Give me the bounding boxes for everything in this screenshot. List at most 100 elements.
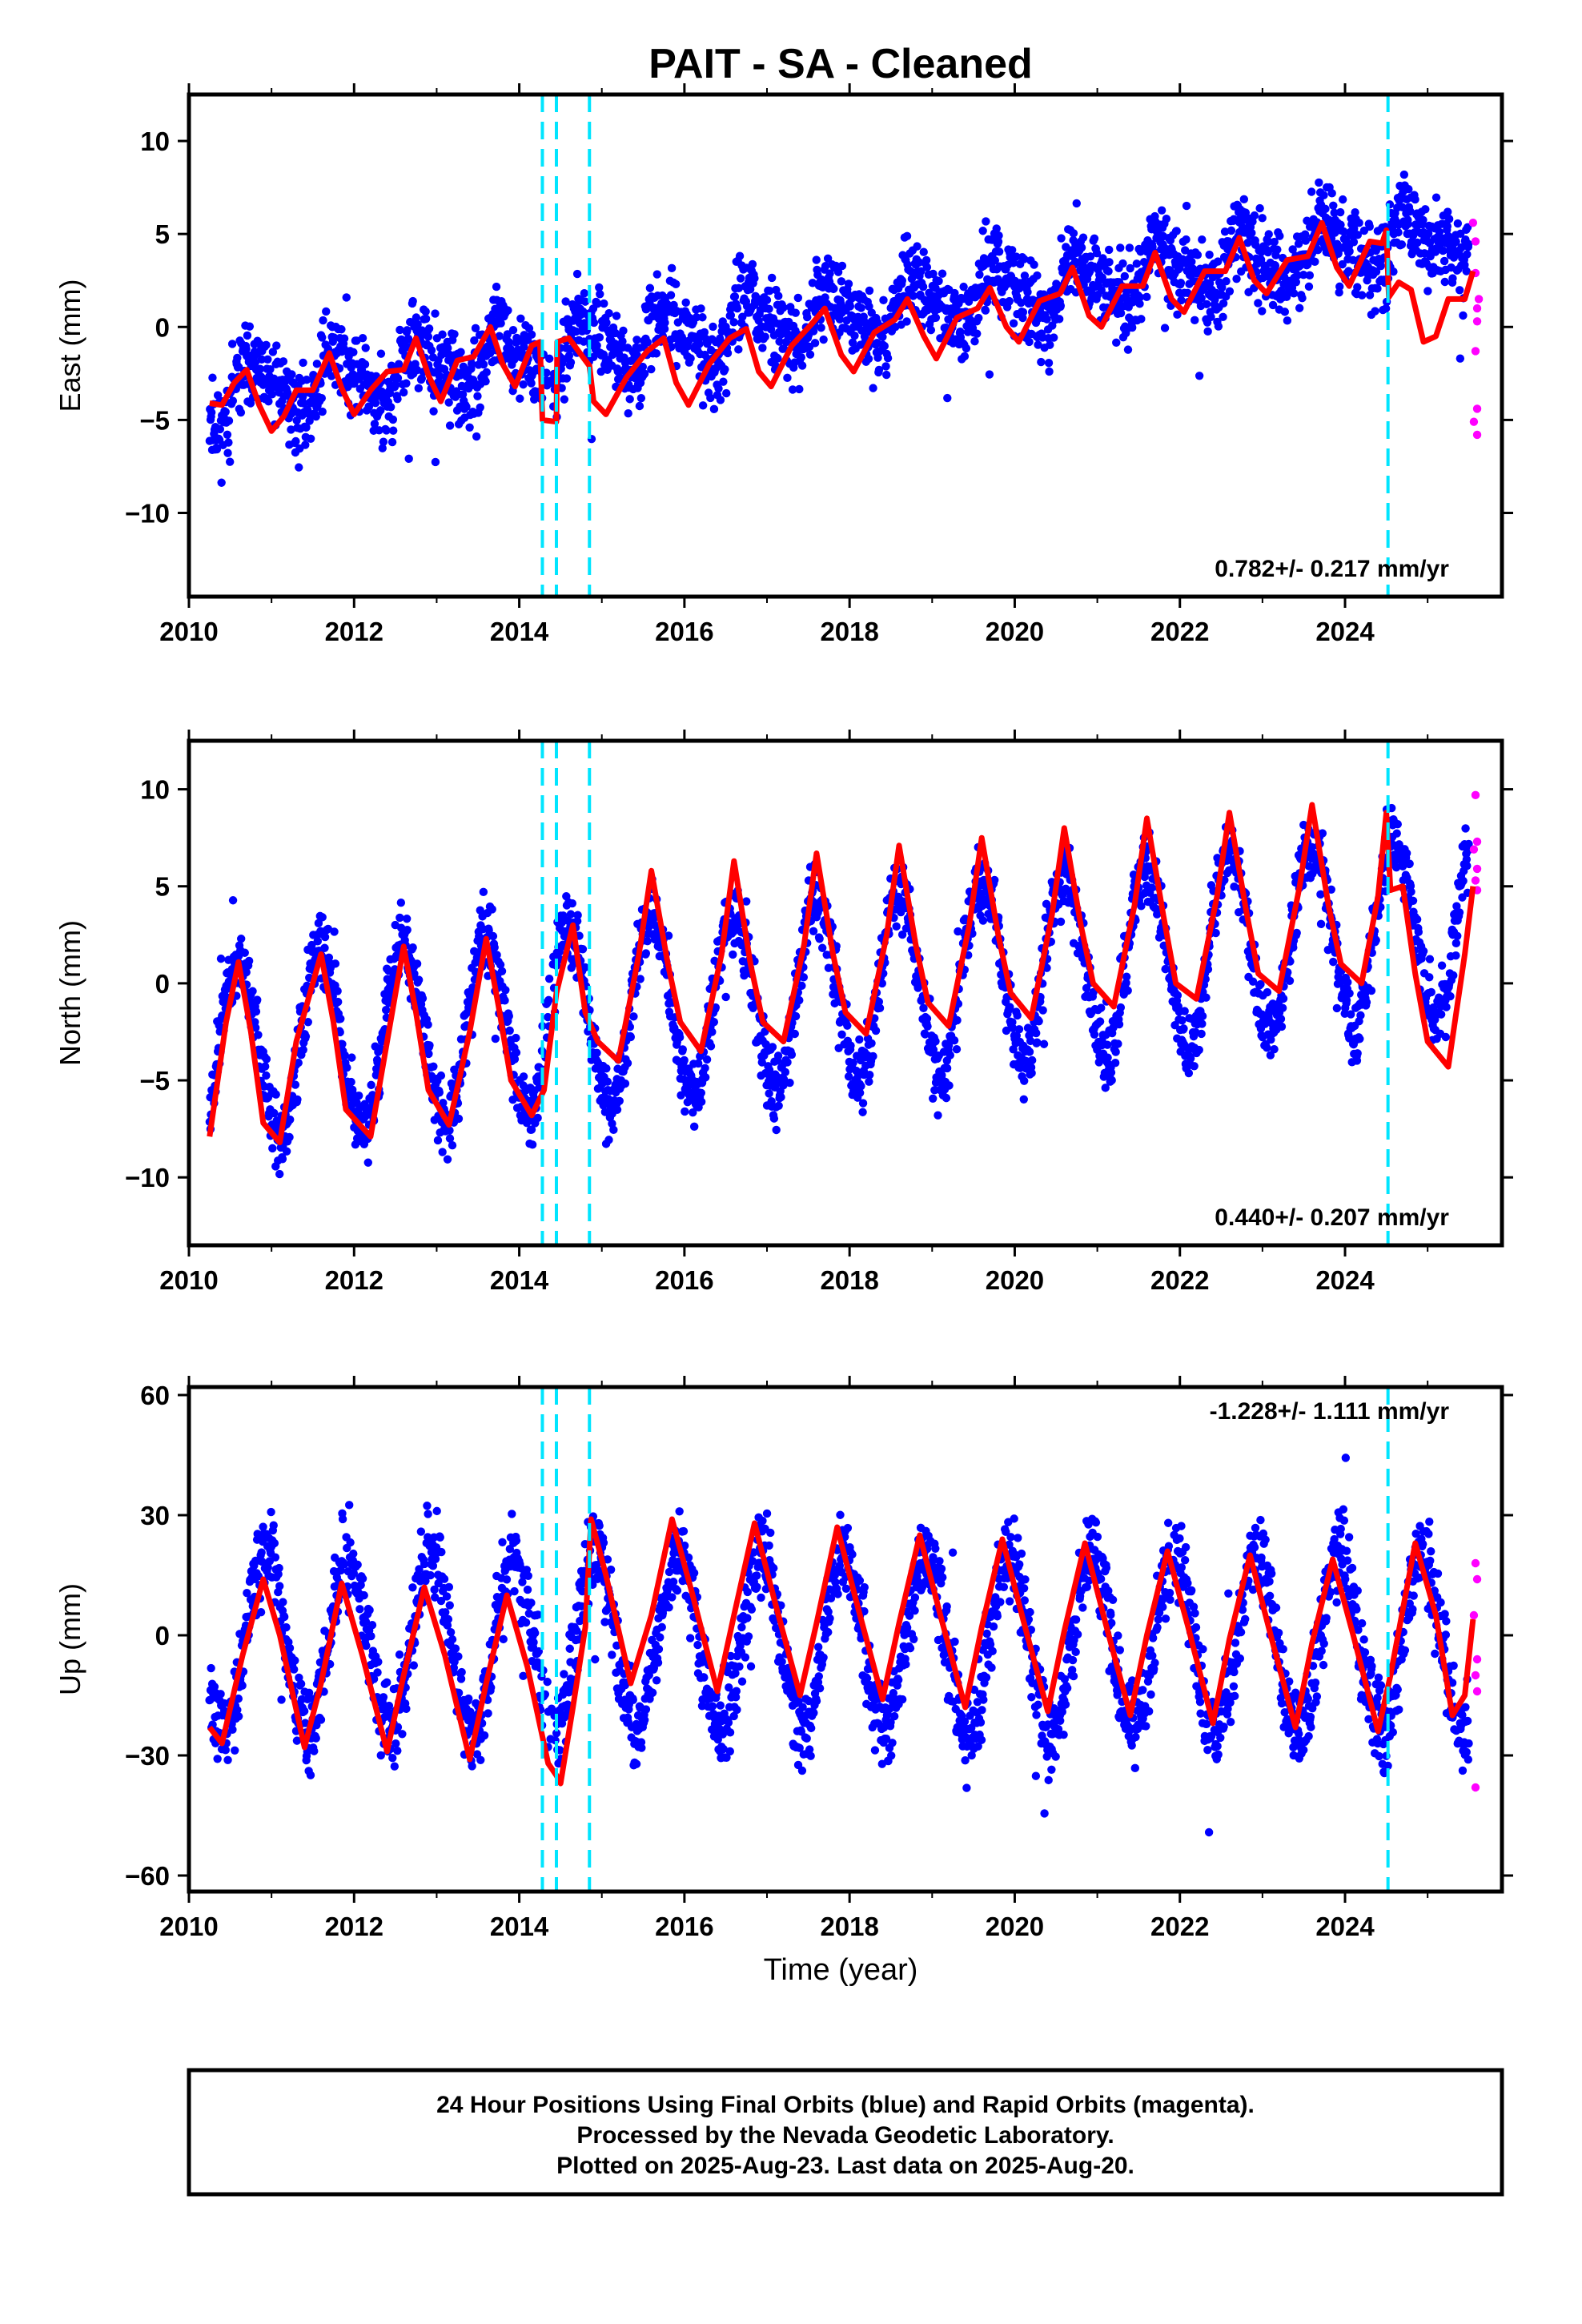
final-orbit-point bbox=[1106, 1068, 1116, 1077]
final-orbit-point bbox=[615, 373, 624, 382]
final-orbit-point bbox=[855, 1035, 864, 1044]
final-orbit-point bbox=[671, 279, 681, 289]
final-orbit-point bbox=[1258, 307, 1267, 316]
final-orbit-point bbox=[557, 384, 566, 392]
final-orbit-point bbox=[544, 995, 553, 1005]
final-orbit-point bbox=[702, 1055, 712, 1064]
final-orbit-point bbox=[1239, 195, 1249, 204]
final-orbit-point bbox=[389, 426, 398, 435]
final-orbit-point bbox=[1299, 270, 1308, 279]
final-orbit-point bbox=[212, 444, 222, 454]
x-tick-label: 2014 bbox=[490, 617, 549, 646]
final-orbit-point bbox=[1371, 307, 1379, 316]
final-orbit-point bbox=[1123, 345, 1133, 354]
final-orbit-point bbox=[678, 1045, 687, 1054]
final-orbit-point bbox=[1125, 243, 1134, 252]
final-orbit-point bbox=[1394, 227, 1403, 237]
final-orbit-point bbox=[1157, 206, 1166, 215]
final-orbit-point bbox=[1054, 315, 1064, 324]
east-panel: 2010 2012 2014 2016 2018 2020 2022 20241050−5−1… bbox=[54, 83, 1513, 646]
final-orbit-point bbox=[735, 251, 745, 260]
final-orbit-point bbox=[721, 992, 730, 1002]
final-orbit-point bbox=[1419, 215, 1427, 224]
final-orbit-point bbox=[264, 397, 273, 406]
final-orbit-point bbox=[421, 307, 430, 316]
final-orbit-point bbox=[701, 1063, 709, 1072]
final-orbit-point bbox=[950, 288, 959, 298]
final-orbit-point bbox=[1018, 308, 1028, 317]
final-orbit-point bbox=[1034, 1017, 1043, 1026]
final-orbit-point bbox=[595, 333, 604, 342]
final-orbit-point bbox=[578, 945, 588, 954]
final-orbit-point bbox=[527, 379, 536, 388]
final-orbit-point bbox=[626, 1032, 635, 1042]
final-orbit-point bbox=[1033, 1038, 1042, 1047]
final-orbit-point bbox=[1179, 1024, 1188, 1033]
final-orbit-point bbox=[1012, 1031, 1022, 1040]
final-orbit-point bbox=[1112, 338, 1121, 348]
final-orbit-point bbox=[311, 412, 320, 421]
final-orbit-point bbox=[878, 332, 887, 341]
final-orbit-point bbox=[693, 1059, 703, 1068]
final-orbit-point bbox=[1098, 273, 1106, 282]
final-orbit-point bbox=[880, 341, 889, 351]
final-orbit-point bbox=[858, 1108, 867, 1116]
final-orbit-point bbox=[1278, 1003, 1287, 1012]
final-orbit-point bbox=[661, 318, 669, 328]
x-tick-label: 2022 bbox=[1150, 617, 1209, 646]
final-orbit-point bbox=[962, 344, 971, 353]
final-orbit-point bbox=[871, 1026, 881, 1035]
final-orbit-point bbox=[396, 913, 404, 923]
final-orbit-point bbox=[775, 337, 784, 346]
final-orbit-point bbox=[1330, 208, 1339, 217]
final-orbit-point bbox=[950, 1036, 959, 1045]
final-orbit-point bbox=[1355, 1035, 1364, 1043]
final-orbit-point bbox=[282, 1147, 291, 1156]
final-orbit-point bbox=[330, 927, 339, 936]
final-orbit-point bbox=[1072, 199, 1081, 208]
final-orbit-point bbox=[1090, 234, 1099, 243]
final-orbit-point bbox=[1114, 1019, 1124, 1029]
final-orbit-point bbox=[845, 302, 855, 311]
final-orbit-point bbox=[805, 350, 815, 359]
final-orbit-point bbox=[978, 916, 988, 925]
final-orbit-point bbox=[318, 913, 327, 922]
final-orbit-point bbox=[917, 267, 926, 275]
final-orbit-point bbox=[686, 354, 695, 363]
final-orbit-point bbox=[1211, 296, 1219, 304]
final-orbit-point bbox=[1002, 1026, 1011, 1035]
final-orbit-point bbox=[1009, 259, 1018, 267]
final-orbit-point bbox=[1020, 1076, 1029, 1085]
final-orbit-point bbox=[709, 322, 717, 332]
final-orbit-point bbox=[1452, 237, 1460, 246]
final-orbit-point bbox=[1142, 292, 1151, 302]
final-orbit-point bbox=[1110, 1058, 1120, 1068]
final-orbit-point bbox=[1046, 340, 1054, 349]
final-orbit-point bbox=[580, 289, 589, 298]
final-orbit-point bbox=[1403, 219, 1413, 228]
final-orbit-point bbox=[396, 899, 406, 907]
final-orbit-point bbox=[779, 1081, 788, 1090]
final-orbit-point bbox=[1276, 1015, 1286, 1023]
final-orbit-point bbox=[1275, 231, 1284, 240]
final-orbit-point bbox=[320, 943, 329, 952]
final-orbit-point bbox=[719, 377, 728, 386]
final-orbit-point bbox=[726, 311, 736, 320]
final-orbit-point bbox=[500, 996, 509, 1005]
final-orbit-point bbox=[267, 390, 277, 399]
final-orbit-point bbox=[1250, 211, 1259, 220]
final-orbit-point bbox=[508, 325, 518, 335]
final-orbit-point bbox=[545, 354, 554, 364]
final-orbit-point bbox=[312, 360, 322, 368]
final-orbit-point bbox=[1198, 235, 1207, 244]
final-orbit-point bbox=[644, 923, 653, 931]
final-orbit-point bbox=[1033, 271, 1042, 280]
final-orbit-point bbox=[272, 341, 281, 350]
final-orbit-point bbox=[1456, 354, 1465, 363]
final-orbit-point bbox=[1318, 829, 1327, 838]
final-orbit-point bbox=[1214, 322, 1223, 331]
final-orbit-point bbox=[1105, 245, 1114, 255]
final-orbit-point bbox=[1126, 263, 1134, 273]
final-orbit-point bbox=[1292, 928, 1301, 938]
final-orbit-point bbox=[492, 951, 501, 959]
